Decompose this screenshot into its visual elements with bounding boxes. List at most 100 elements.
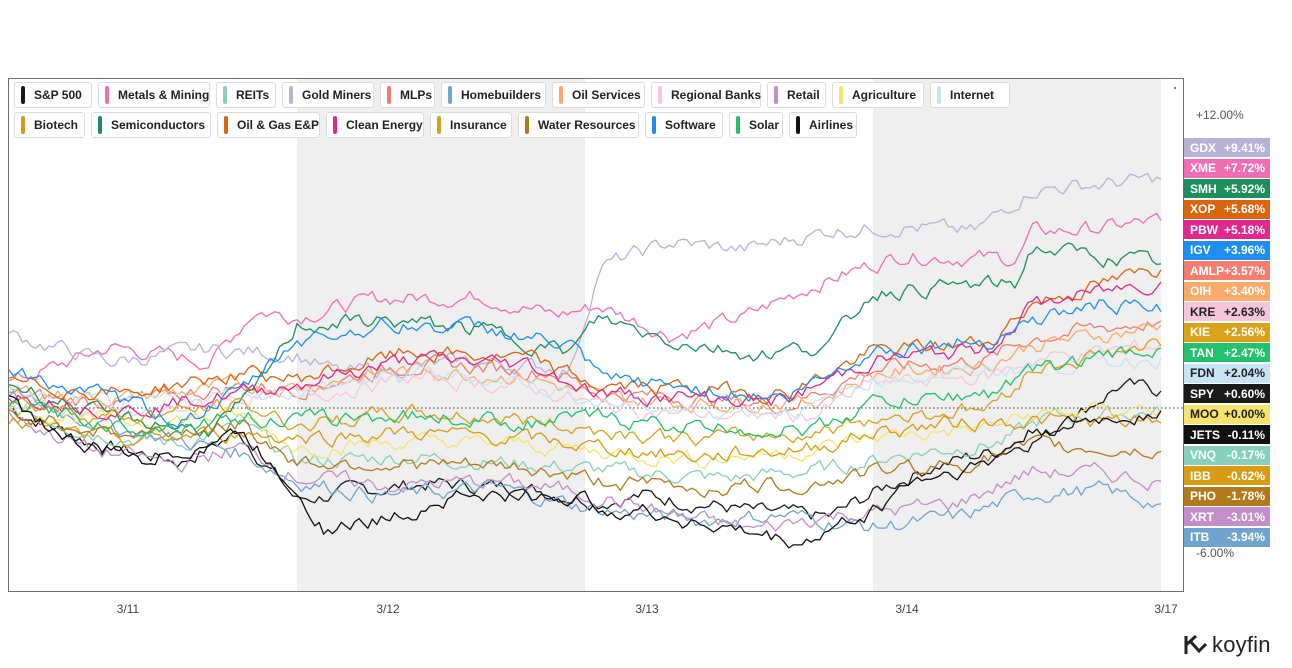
value-tag-xme: XME +7.72% — [1184, 158, 1270, 178]
series-line-igv[interactable] — [9, 299, 1162, 428]
value-tag-kie: KIE +2.56% — [1184, 322, 1270, 342]
series-line-amlp[interactable] — [9, 320, 1162, 415]
legend-item-fdn[interactable]: Internet — [930, 82, 1010, 108]
value-tag-igv: IGV +3.96% — [1184, 240, 1270, 260]
legend-swatch — [525, 116, 529, 134]
tag-ticker: PHO — [1190, 489, 1217, 503]
legend-item-xop[interactable]: Oil & Gas E&P — [217, 112, 320, 138]
tag-ticker: MOO — [1190, 407, 1219, 421]
tag-ticker: SMH — [1190, 181, 1217, 196]
legend-item-itb[interactable]: Homebuilders — [441, 82, 546, 108]
legend-label: Semiconductors — [111, 118, 206, 132]
tag-value: +5.92% — [1223, 181, 1265, 196]
tag-value: +0.60% — [1223, 386, 1265, 401]
legend-item-kie[interactable]: Insurance — [430, 112, 512, 138]
legend-item-gdx[interactable]: Gold Miners — [282, 82, 374, 108]
series-line-pbw[interactable] — [9, 281, 1162, 421]
tag-value: +2.04% — [1223, 366, 1265, 380]
series-line-kre[interactable] — [9, 339, 1162, 423]
series-line-kie[interactable] — [9, 338, 1162, 447]
tag-ticker: ITB — [1190, 530, 1210, 544]
legend-label: Clean Energy — [346, 118, 423, 132]
legend-item-igv[interactable]: Software — [645, 112, 723, 138]
legend-item-pbw[interactable]: Clean Energy — [326, 112, 424, 138]
legend-label: REITs — [236, 88, 270, 102]
x-tick-label: 3/11 — [116, 602, 140, 616]
y-tick-label: +12.00% — [1196, 108, 1244, 122]
tag-ticker: IBB — [1190, 468, 1211, 483]
value-tag-kre: KRE +2.63% — [1184, 302, 1270, 321]
legend-item-oih[interactable]: Oil Services — [552, 82, 645, 108]
tag-ticker: KRE — [1190, 304, 1216, 319]
legend-label: Solar — [749, 118, 780, 132]
tag-ticker: JETS — [1190, 427, 1221, 442]
legend-swatch — [105, 86, 109, 104]
series-line-xme[interactable] — [9, 212, 1162, 382]
tag-ticker: OIH — [1190, 284, 1212, 298]
legend-item-xme[interactable]: Metals & Mining — [98, 82, 210, 108]
series-line-smh[interactable] — [9, 242, 1162, 438]
series-line-fdn[interactable] — [9, 352, 1162, 421]
legend-swatch — [21, 86, 25, 104]
legend-item-tan[interactable]: Solar — [729, 112, 783, 138]
value-tag-ibb: IBB -0.62% — [1184, 466, 1270, 485]
series-line-ibb[interactable] — [9, 412, 1162, 463]
tag-value: +7.72% — [1223, 161, 1265, 175]
series-line-vnq[interactable] — [9, 404, 1162, 484]
value-tag-smh: SMH +5.92% — [1184, 179, 1270, 198]
legend-item-xrt[interactable]: Retail — [767, 82, 826, 108]
tag-value: +2.63% — [1223, 304, 1265, 319]
legend-swatch — [448, 86, 452, 104]
series-line-xrt[interactable] — [9, 411, 1162, 532]
plot-area[interactable] — [9, 79, 1183, 591]
legend-item-ibb[interactable]: Biotech — [14, 112, 85, 138]
value-tag-jets: JETS -0.11% — [1184, 425, 1270, 444]
series-line-pho[interactable] — [9, 409, 1162, 499]
legend-label: Regional Banks — [671, 88, 762, 102]
tag-value: +2.56% — [1223, 325, 1265, 339]
tag-value: +3.40% — [1223, 284, 1265, 298]
legend-item-kre[interactable]: Regional Banks — [651, 82, 761, 108]
legend-item-spy[interactable]: S&P 500 — [14, 82, 92, 108]
koyfin-logo-icon — [1184, 634, 1208, 654]
corner-marker — [1174, 87, 1176, 89]
tag-ticker: XME — [1190, 161, 1217, 175]
tag-ticker: XOP — [1190, 202, 1216, 216]
tag-ticker: FDN — [1190, 366, 1215, 380]
tag-value: -0.62% — [1226, 468, 1265, 483]
tag-ticker: TAN — [1190, 345, 1214, 360]
series-line-tan[interactable] — [9, 346, 1162, 438]
series-line-jets[interactable] — [9, 395, 1162, 549]
value-tag-vnq: VNQ -0.17% — [1184, 445, 1270, 465]
legend-label: MLPs — [400, 88, 433, 102]
x-tick-label: 3/17 — [1154, 602, 1178, 616]
value-tag-tan: TAN +2.47% — [1184, 343, 1270, 362]
legend-label: Oil Services — [572, 88, 641, 102]
value-tag-amlp: AMLP +3.57% — [1184, 261, 1270, 280]
tag-value: -1.78% — [1226, 489, 1265, 503]
legend-item-smh[interactable]: Semiconductors — [91, 112, 211, 138]
legend-label: Water Resources — [538, 118, 636, 132]
legend-item-pho[interactable]: Water Resources — [518, 112, 639, 138]
series-line-oih[interactable] — [9, 323, 1162, 414]
value-tag-xop: XOP +5.68% — [1184, 199, 1270, 219]
legend-item-vnq[interactable]: REITs — [216, 82, 276, 108]
legend-swatch — [774, 86, 778, 104]
legend-item-moo[interactable]: Agriculture — [832, 82, 924, 108]
legend-label: Oil & Gas E&P — [237, 118, 320, 132]
legend-label: Agriculture — [852, 88, 917, 102]
legend-swatch — [437, 116, 441, 134]
series-line-gdx[interactable] — [9, 172, 1162, 379]
tag-value: +5.68% — [1223, 202, 1265, 216]
legend-swatch — [839, 86, 843, 104]
x-tick-label: 3/14 — [895, 602, 919, 616]
value-tag-pho: PHO -1.78% — [1184, 486, 1270, 506]
series-line-itb[interactable] — [9, 390, 1162, 532]
tag-value: +0.00% — [1223, 407, 1265, 421]
legend-item-jets[interactable]: Airlines — [789, 112, 857, 138]
series-line-xop[interactable] — [9, 268, 1162, 405]
legend-item-amlp[interactable]: MLPs — [380, 82, 435, 108]
tag-value: +3.96% — [1223, 243, 1265, 257]
legend-label: Gold Miners — [302, 88, 372, 102]
tag-ticker: SPY — [1190, 386, 1215, 401]
